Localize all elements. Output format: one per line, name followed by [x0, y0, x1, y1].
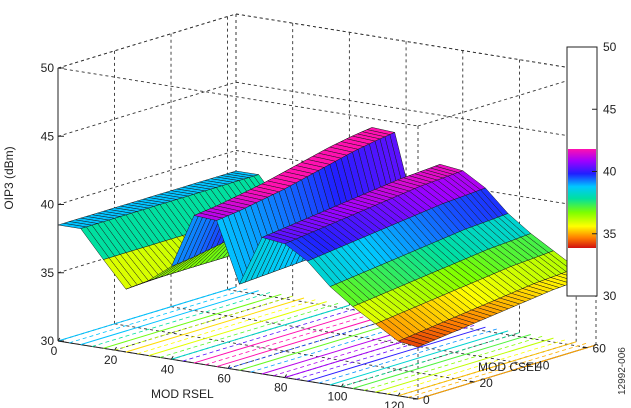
- contour-line: [329, 330, 509, 386]
- colorbar-tick-label: 35: [603, 227, 617, 241]
- contour-line: [103, 293, 282, 349]
- colorbar-gradient: [568, 149, 596, 248]
- contour-line: [386, 339, 565, 395]
- contour-line: [182, 306, 361, 362]
- colorbar-tick-label: 45: [603, 102, 617, 116]
- x-tick-label: 60: [217, 371, 231, 385]
- z-tick-label: 40: [41, 198, 55, 212]
- contour-line: [407, 343, 587, 398]
- contour-line: [216, 312, 395, 368]
- y-floor-gridline: [170, 306, 532, 366]
- back-edge: [417, 71, 597, 127]
- axis-ticks: 30 35 40 45 50 0 20 40 60 80 100 120 0 20 40 60: [41, 61, 607, 408]
- y-tick-label: 20: [480, 376, 494, 390]
- y-tick-label: 60: [593, 342, 607, 356]
- contour-line: [91, 292, 271, 347]
- colorbar-tick-label: 30: [603, 289, 617, 303]
- z-tick-label: 35: [41, 266, 55, 280]
- z-tick-label: 45: [41, 129, 55, 143]
- contour-line: [57, 286, 237, 342]
- contour-line: [341, 332, 520, 388]
- y-floor-gridline: [114, 323, 475, 383]
- x-tick-mark: [114, 346, 117, 351]
- contour-line: [171, 304, 350, 360]
- ylabel: MOD CSEL: [478, 360, 541, 374]
- z-gridline: [235, 13, 597, 73]
- y-tick-label: 0: [423, 393, 430, 407]
- contour-line: [114, 295, 293, 351]
- z-gridline: [57, 150, 237, 205]
- xlabel: MOD RSEL: [151, 387, 214, 401]
- contour-projection: [57, 286, 597, 400]
- x-tick-mark: [341, 383, 344, 387]
- contour-line: [159, 303, 339, 358]
- z-gridline: [57, 218, 237, 274]
- x-tick-mark: [284, 374, 288, 378]
- zlabel: OIP3 (dBm): [2, 146, 16, 209]
- x-tick-mark: [57, 337, 61, 342]
- contour-line: [398, 341, 577, 397]
- x-tick-label: 20: [104, 353, 118, 367]
- colorbar-tick-label: 50: [603, 40, 617, 54]
- x-tick-mark: [170, 356, 174, 360]
- contour-line: [364, 335, 543, 391]
- z-gridline: [57, 13, 237, 69]
- x-tick-label: 40: [161, 362, 175, 376]
- contour-line: [352, 334, 531, 389]
- back-edge: [57, 67, 419, 127]
- figure-id: 12992-006: [617, 347, 628, 395]
- contour-line: [69, 288, 248, 344]
- surface-patch: [397, 338, 425, 348]
- x-tick-label: 100: [327, 390, 347, 404]
- x-tick-mark: [397, 392, 401, 397]
- x-axis-line: [57, 340, 419, 400]
- colorbar: 30 35 40 45 50: [566, 40, 617, 303]
- contour-line: [125, 297, 305, 353]
- colorbar-tick-label: 40: [603, 165, 617, 179]
- z-tick-label: 30: [41, 334, 55, 348]
- x-tick-label: 0: [51, 344, 58, 358]
- contour-line: [193, 308, 373, 364]
- x-tick-label: 80: [274, 381, 288, 395]
- z-tick-label: 50: [41, 61, 55, 75]
- x-tick-mark: [227, 365, 231, 369]
- contour-line: [205, 310, 384, 366]
- contour-line: [318, 328, 497, 384]
- z-gridline: [235, 81, 597, 141]
- contour-line: [137, 299, 316, 355]
- y-tick-label: 40: [536, 359, 550, 373]
- contour-line: [375, 337, 554, 393]
- surface-mesh: [57, 126, 597, 348]
- z-gridline: [57, 81, 237, 137]
- contour-line: [80, 290, 259, 346]
- x-tick-label: 120: [384, 399, 404, 408]
- colorbar-ticks: 30 35 40 45 50: [592, 40, 617, 303]
- contour-line: [307, 326, 486, 382]
- contour-line: [417, 344, 597, 400]
- contour-line: [148, 301, 327, 357]
